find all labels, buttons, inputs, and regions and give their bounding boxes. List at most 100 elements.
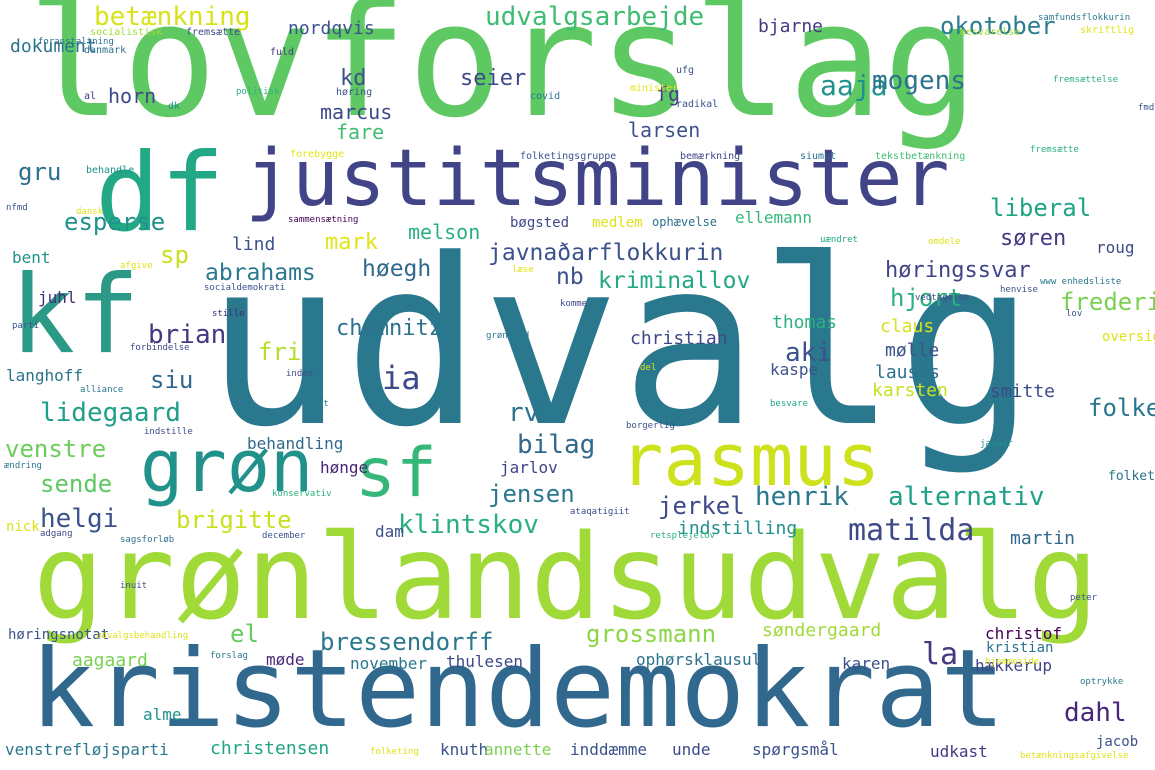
word: januar: [980, 439, 1013, 449]
word: matilda: [848, 513, 975, 548]
word: uændret: [820, 235, 858, 245]
word: stille: [212, 309, 245, 319]
word: brigitte: [176, 506, 292, 534]
word: fremsætte: [186, 27, 241, 38]
word: www enhedsliste: [1040, 277, 1122, 287]
word: adgang: [40, 529, 73, 539]
word: oversigt: [1102, 329, 1155, 345]
word: læse: [512, 265, 534, 275]
word: siumut: [800, 151, 837, 162]
word: hønge: [320, 458, 369, 477]
word: parti: [12, 321, 40, 331]
word: borgerlig: [626, 421, 675, 431]
word: kf: [10, 253, 141, 378]
word: abrahams: [205, 260, 316, 286]
word: udvalgsarbejde: [485, 2, 705, 32]
word: mølle: [885, 340, 940, 361]
word: udkast: [930, 742, 988, 761]
word: aki: [785, 338, 832, 368]
word: larsen: [628, 118, 701, 142]
word: thomas: [772, 312, 838, 333]
word: marcus: [320, 100, 393, 124]
word: ia: [382, 359, 421, 397]
word: christian: [630, 328, 728, 349]
word: høegh: [362, 256, 432, 282]
word: fremsættelse: [1053, 75, 1119, 85]
word: alternativ: [888, 482, 1045, 512]
word: danmark: [84, 45, 127, 56]
word: skriftlig: [1080, 25, 1135, 36]
word: df: [95, 131, 226, 256]
word: fuld: [270, 47, 295, 58]
word: lidegaard: [40, 398, 181, 428]
word: frederiksen: [1060, 288, 1155, 316]
word: martin: [1010, 528, 1076, 549]
word: inddæmme: [570, 740, 648, 759]
word: udvalgsbehandling: [96, 631, 189, 641]
word: dokument: [10, 36, 97, 57]
word: klintskov: [398, 510, 539, 540]
word: december: [262, 531, 306, 541]
word: kristendemokrat: [30, 627, 1006, 752]
word: nfmd: [6, 203, 28, 213]
word: omdele: [928, 237, 961, 247]
word: grønlandsudvalg: [33, 508, 1099, 646]
word: folketingsår: [1108, 469, 1155, 484]
word: jerkel: [658, 492, 745, 520]
word: kristian: [986, 640, 1054, 656]
word: sammensætning: [288, 215, 359, 225]
word: seier: [460, 66, 527, 91]
word: politisk: [236, 87, 280, 97]
word: nick: [6, 519, 40, 535]
word: sp: [160, 241, 189, 269]
word: lausts: [875, 362, 941, 383]
word: bent: [12, 248, 51, 267]
word: komme: [560, 299, 588, 309]
word: justitsminister: [245, 134, 950, 224]
word: bøgsted: [510, 215, 570, 231]
word: udvalg: [205, 211, 1036, 478]
word: karen: [842, 654, 891, 673]
word: el: [230, 620, 259, 648]
word: covid: [530, 91, 561, 102]
word: behandle: [86, 165, 135, 176]
word: rv: [508, 398, 540, 428]
word: sende: [40, 470, 113, 498]
word: vedtagelse: [915, 293, 970, 303]
word: retsplejelov: [650, 531, 716, 541]
word: jarlov: [500, 458, 558, 477]
word: grossmann: [586, 620, 717, 648]
word: forbindelse: [130, 343, 190, 353]
word: november: [350, 654, 428, 673]
word: samfundsflokkurin: [1038, 13, 1131, 23]
word: hjort: [890, 284, 963, 312]
word: claus: [880, 316, 935, 337]
word: henvise: [1000, 285, 1038, 295]
word: fare: [336, 120, 385, 144]
word: søndergaard: [762, 620, 882, 641]
word: knuth: [440, 740, 489, 759]
word: horn: [108, 84, 157, 108]
word: sagsforløb: [120, 535, 175, 545]
word: høring: [336, 87, 373, 98]
word: søren: [1000, 226, 1067, 251]
word: besvarelse: [960, 27, 1021, 38]
word: langhoff: [6, 366, 84, 385]
word: inden: [286, 369, 314, 379]
word: inuit: [120, 581, 148, 591]
word: besvare: [770, 399, 808, 409]
word: al: [84, 91, 97, 102]
word: sf: [355, 434, 437, 513]
word: radikal: [676, 99, 719, 110]
word: minister: [630, 83, 679, 94]
word: høringssvar: [885, 258, 1031, 283]
word: ft: [318, 399, 329, 409]
word: aaja: [820, 69, 888, 102]
word: fg: [656, 82, 681, 106]
word: gru: [18, 158, 62, 186]
word: liberal: [990, 194, 1092, 222]
word: karsten: [872, 380, 948, 401]
word: betænkning: [94, 2, 251, 32]
word: smitte: [990, 381, 1056, 402]
